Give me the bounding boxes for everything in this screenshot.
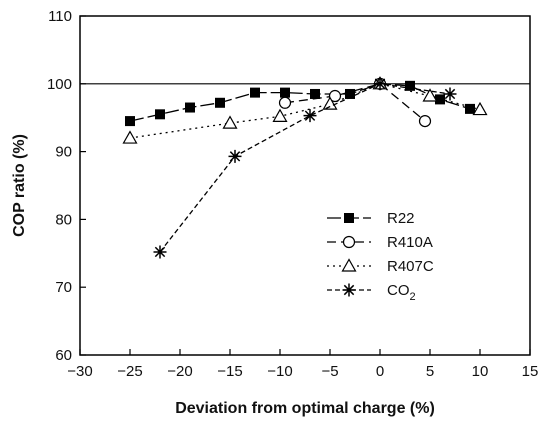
- y-tick-label: 110: [48, 8, 72, 25]
- x-tick-label: 10: [472, 363, 489, 380]
- series-3: [153, 77, 457, 259]
- series-line: [284, 83, 426, 122]
- axes: −30 −25 −20 −15 −10 −5 0 5 10 15 60 70 80 90 100 110 Dev…: [11, 8, 538, 417]
- data-point: [122, 130, 138, 144]
- data-point: [278, 96, 292, 109]
- x-tick-label: −30: [67, 363, 92, 380]
- series-line: [159, 83, 451, 253]
- legend-entry: R410A: [327, 234, 433, 251]
- data-point: [228, 149, 242, 163]
- data-point: [280, 87, 290, 98]
- legend-label-text: CO: [387, 282, 410, 299]
- legend-label: R22: [387, 210, 415, 227]
- x-tick-label: 15: [522, 363, 539, 380]
- legend-label: R407C: [387, 258, 434, 275]
- x-tick-label: 0: [376, 363, 384, 380]
- data-point: [435, 94, 445, 105]
- y-tick-label: 80: [55, 211, 72, 228]
- data-point: [422, 88, 438, 102]
- legend: R22 R410A R407C CO2: [327, 210, 434, 303]
- x-tick-label: −5: [321, 363, 338, 380]
- data-point: [345, 88, 355, 99]
- data-point: [472, 101, 488, 116]
- x-axis-title: Deviation from optimal charge (%): [175, 400, 435, 417]
- data-point: [373, 77, 387, 91]
- legend-label-subscript: 2: [410, 291, 416, 303]
- data-point: [418, 114, 432, 128]
- legend-marker: [342, 235, 356, 249]
- data-point: [155, 109, 165, 120]
- legend-label: CO2: [387, 282, 416, 303]
- data-point: [125, 116, 135, 127]
- legend-marker: [342, 283, 356, 297]
- plot-frame: [79, 15, 531, 356]
- x-tick-label: 5: [426, 363, 434, 380]
- data-point: [465, 103, 475, 114]
- legend-entry: CO2: [327, 282, 416, 303]
- data-point: [328, 89, 342, 103]
- legend-label-text: R410A: [387, 234, 433, 251]
- data-point: [222, 115, 238, 129]
- y-tick-label: 60: [55, 347, 72, 364]
- y-tick-label: 70: [55, 279, 72, 296]
- legend-label-text: R22: [387, 210, 415, 227]
- x-tick-label: −25: [117, 363, 142, 380]
- data-point: [272, 108, 288, 122]
- data-series: [122, 76, 488, 259]
- x-tick-label: −20: [167, 363, 192, 380]
- legend-label-text: R407C: [387, 258, 434, 275]
- legend-marker: [341, 258, 357, 272]
- legend-entry: R22: [327, 210, 415, 227]
- x-tick-label: −10: [267, 363, 292, 380]
- data-point: [250, 87, 260, 98]
- data-point: [215, 97, 225, 108]
- x-tick-label: −15: [217, 363, 242, 380]
- legend-entry: R407C: [327, 258, 434, 275]
- legend-label: R410A: [387, 234, 433, 251]
- y-axis-title: COP ratio (%): [11, 134, 28, 237]
- data-point: [303, 109, 317, 123]
- legend-marker: [344, 213, 354, 223]
- data-point: [405, 80, 415, 91]
- y-tick-label: 90: [55, 144, 72, 161]
- data-point: [185, 102, 195, 113]
- data-point: [322, 96, 338, 110]
- y-tick-label: 100: [47, 76, 72, 93]
- data-point: [310, 88, 320, 99]
- data-point: [153, 245, 167, 259]
- data-point: [443, 87, 457, 101]
